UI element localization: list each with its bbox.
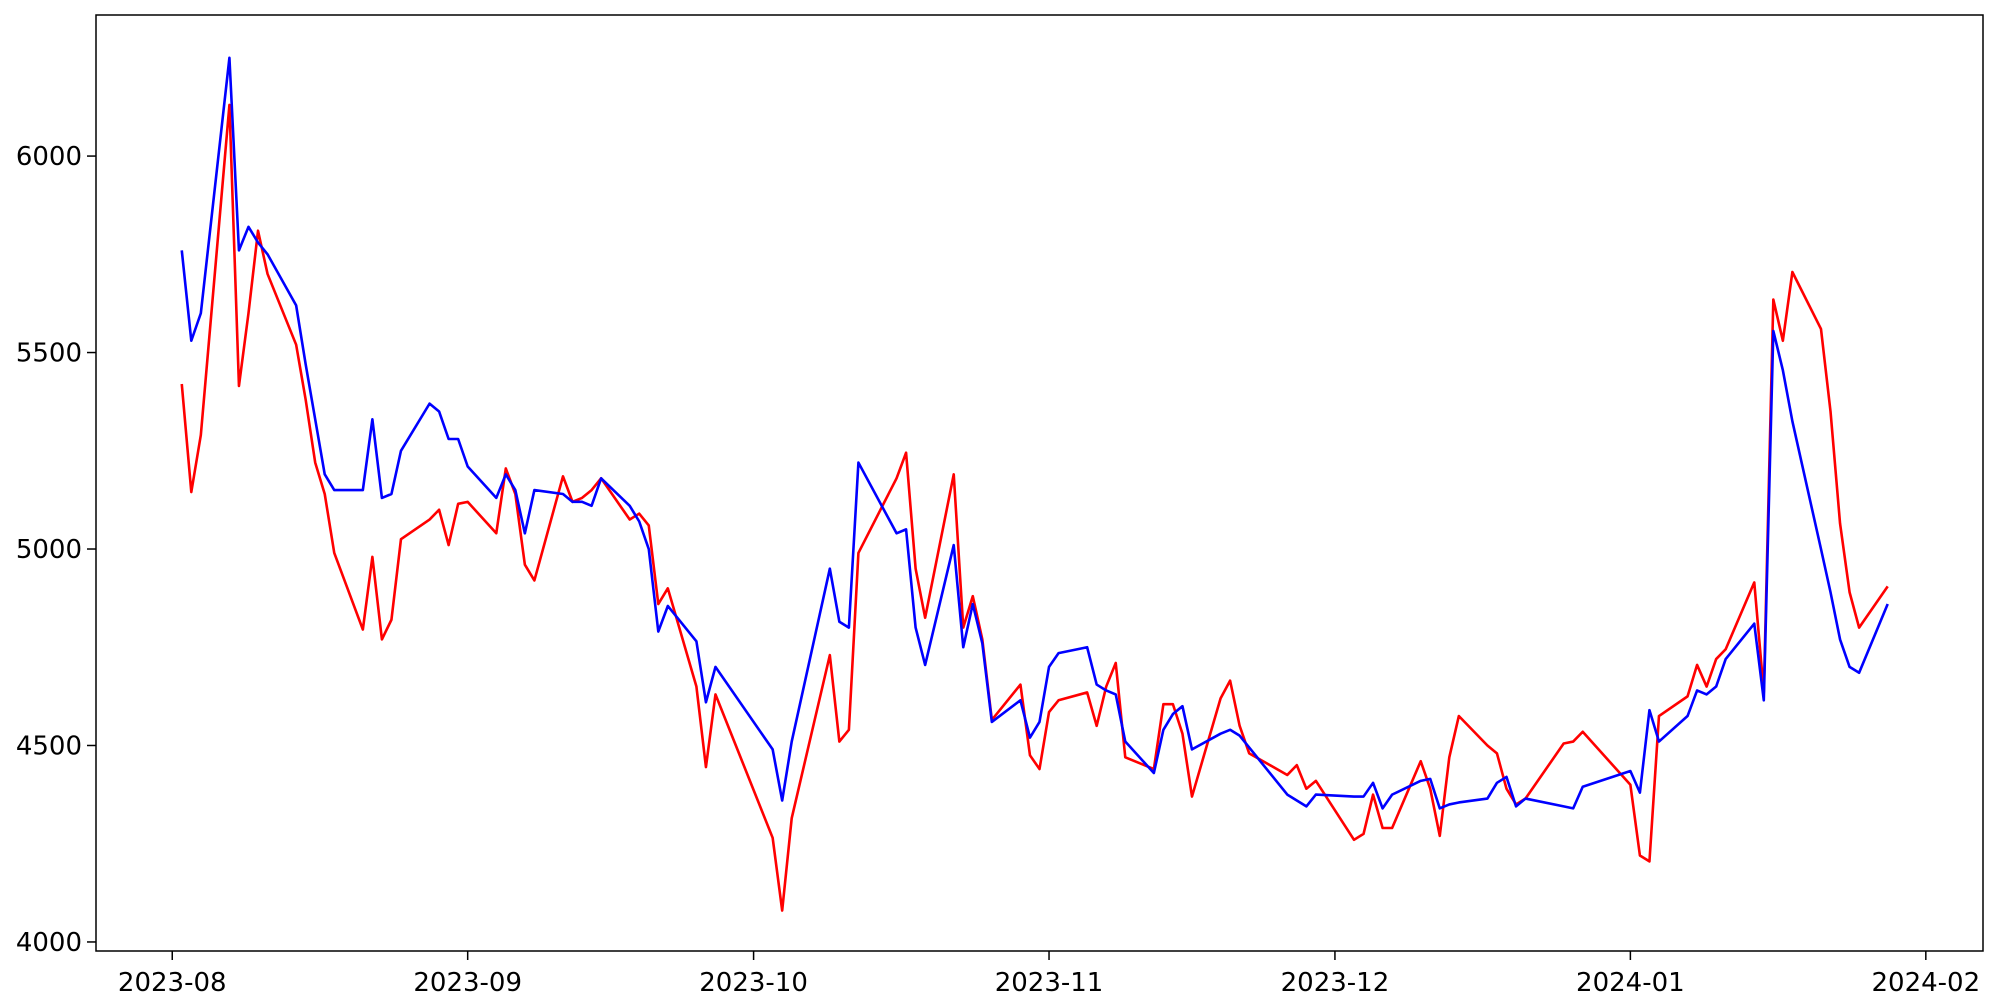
x-tick-label: 2023-10 — [699, 968, 808, 998]
x-tick-label: 2023-11 — [995, 968, 1104, 998]
y-tick-label: 4500 — [16, 731, 82, 761]
x-tick-label: 2023-12 — [1281, 968, 1390, 998]
data-line — [180, 103, 1889, 912]
plot-frame — [95, 14, 1984, 952]
y-tick-label: 5000 — [16, 535, 82, 565]
data-line — [180, 56, 1889, 810]
x-tick-label: 2023-09 — [413, 968, 522, 998]
y-tick-label: 5500 — [16, 339, 82, 369]
y-tick-label: 4000 — [16, 928, 82, 958]
x-tick-label: 2024-01 — [1576, 968, 1685, 998]
x-tick-label: 2023-08 — [118, 968, 227, 998]
x-tick-label: 2024-02 — [1871, 968, 1980, 998]
y-tick-label: 6000 — [16, 142, 82, 172]
